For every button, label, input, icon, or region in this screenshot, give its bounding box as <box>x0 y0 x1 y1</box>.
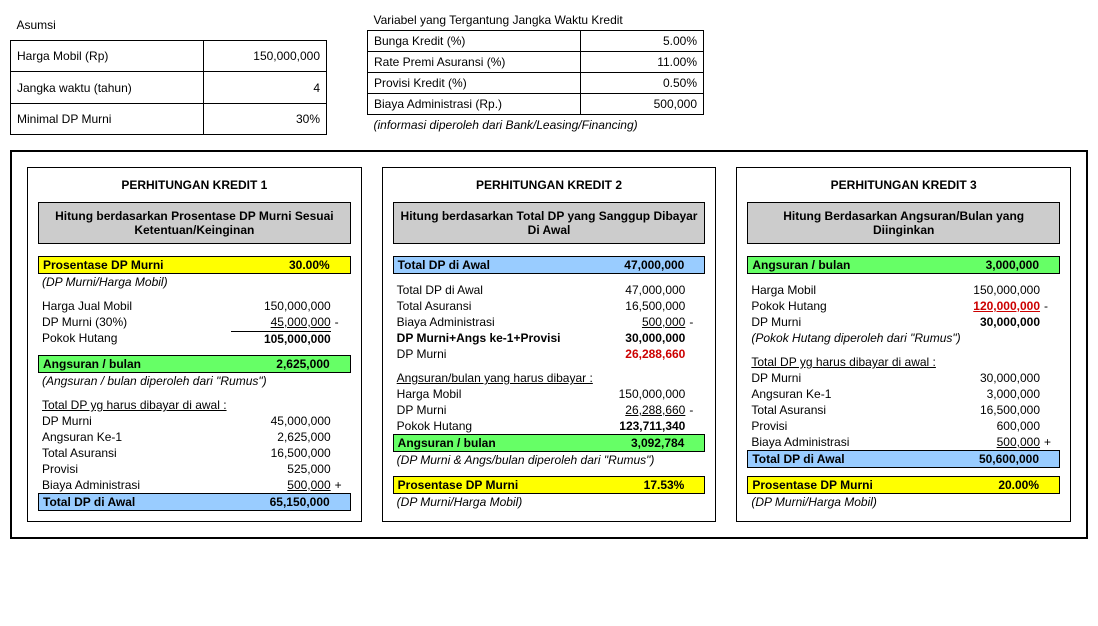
panel-1-subtitle: Hitung berdasarkan Prosentase DP Murni S… <box>38 202 351 244</box>
panel-1: PERHITUNGAN KREDIT 1 Hitung berdasarkan … <box>27 167 362 522</box>
panel-1-title: PERHITUNGAN KREDIT 1 <box>38 178 351 192</box>
p3-angsuran-row: Angsuran / bulan3,000,000 <box>747 256 1060 274</box>
p1-angsuran-row: Angsuran / bulan2,625,000 <box>38 355 351 373</box>
p1-section-title: Total DP yg harus dibayar di awal : <box>38 397 351 413</box>
panel-3-title: PERHITUNGAN KREDIT 3 <box>747 178 1060 192</box>
p2-angsuran-row: Angsuran / bulan3,092,784 <box>393 434 706 452</box>
panel-2-title: PERHITUNGAN KREDIT 2 <box>393 178 706 192</box>
panel-2-subtitle: Hitung berdasarkan Total DP yang Sanggup… <box>393 202 706 244</box>
panel-2: PERHITUNGAN KREDIT 2 Hitung berdasarkan … <box>382 167 717 522</box>
variabel-note: (informasi diperoleh dari Bank/Leasing/F… <box>368 115 704 136</box>
p1-prosentase-row: Prosentase DP Murni30.00% <box>38 256 351 274</box>
main-container: PERHITUNGAN KREDIT 1 Hitung berdasarkan … <box>10 150 1088 539</box>
asumsi-title: Asumsi <box>11 10 327 41</box>
p2-total-dp-row: Total DP di Awal47,000,000 <box>393 256 706 274</box>
p1-total-dp-row: Total DP di Awal65,150,000 <box>38 493 351 511</box>
variabel-table: Variabel yang Tergantung Jangka Waktu Kr… <box>367 10 704 135</box>
panel-3: PERHITUNGAN KREDIT 3 Hitung Berdasarkan … <box>736 167 1071 522</box>
p3-prosentase-row: Prosentase DP Murni20.00% <box>747 476 1060 494</box>
panel-3-subtitle: Hitung Berdasarkan Angsuran/Bulan yang D… <box>747 202 1060 244</box>
p1-prosentase-note: (DP Murni/Harga Mobil) <box>38 274 351 290</box>
p2-prosentase-row: Prosentase DP Murni17.53% <box>393 476 706 494</box>
p3-section-title: Total DP yg harus dibayar di awal : <box>747 354 1060 370</box>
p2-section-title: Angsuran/bulan yang harus dibayar : <box>393 370 706 386</box>
variabel-title: Variabel yang Tergantung Jangka Waktu Kr… <box>368 10 704 31</box>
p3-total-dp-row: Total DP di Awal50,600,000 <box>747 450 1060 468</box>
asumsi-table: Asumsi Harga Mobil (Rp)150,000,000 Jangk… <box>10 10 327 135</box>
top-tables: Asumsi Harga Mobil (Rp)150,000,000 Jangk… <box>10 10 1088 135</box>
